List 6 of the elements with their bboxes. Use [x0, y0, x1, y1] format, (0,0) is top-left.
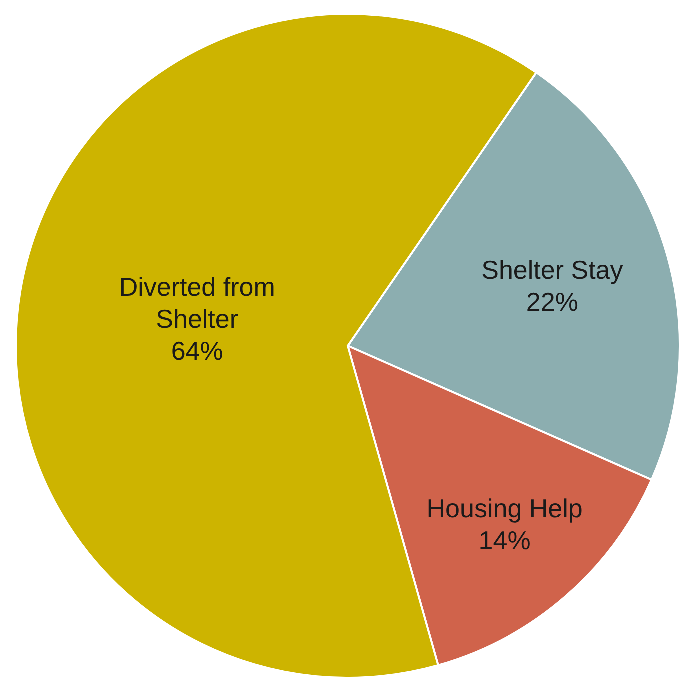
data-label: 14%	[478, 525, 531, 556]
slice-label: Diverted from Shelter	[119, 272, 276, 334]
slice-label: Housing Help	[426, 493, 583, 524]
data-label: 64%	[171, 336, 224, 366]
data-label: 22%	[526, 287, 578, 318]
slice-label: Shelter Stay	[482, 255, 624, 286]
